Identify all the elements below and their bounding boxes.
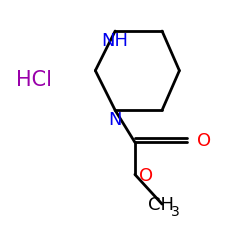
Text: O: O: [197, 132, 211, 150]
Text: HCl: HCl: [16, 70, 52, 90]
Text: 3: 3: [170, 204, 179, 218]
Text: N: N: [108, 111, 122, 129]
Text: NH: NH: [102, 32, 128, 50]
Text: CH: CH: [148, 196, 174, 214]
Text: O: O: [139, 167, 153, 185]
